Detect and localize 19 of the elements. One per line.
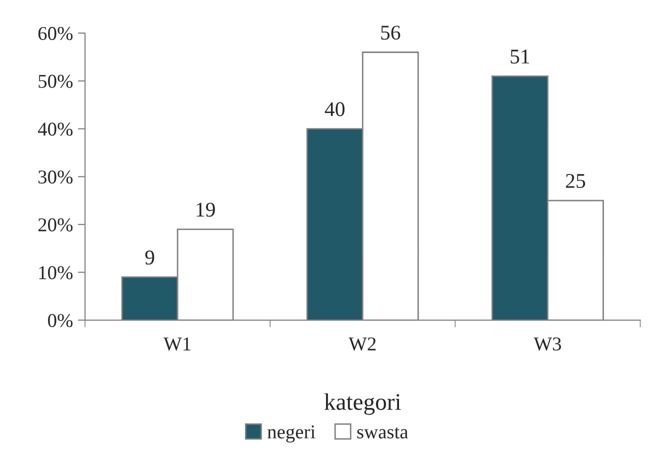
legend-label: swasta xyxy=(357,427,408,438)
y-tick-label: 60% xyxy=(38,26,73,40)
x-tick-label: W2 xyxy=(348,337,376,351)
data-label: 51 xyxy=(510,50,530,64)
data-label: 40 xyxy=(324,102,345,116)
data-label: 25 xyxy=(566,174,586,188)
y-tick-label: 0% xyxy=(48,314,73,328)
data-label: 56 xyxy=(381,26,400,40)
y-tick-label: 40% xyxy=(38,122,73,136)
x-tick-label: W1 xyxy=(164,337,190,351)
y-tick-label: 20% xyxy=(38,218,73,232)
data-label: 19 xyxy=(196,202,215,217)
y-tick-label: 50% xyxy=(38,74,73,88)
y-tick-label: 10% xyxy=(39,266,73,280)
y-tick-label: 30% xyxy=(38,170,73,184)
x-axis-title: kategori xyxy=(324,393,401,415)
x-tick-label: W3 xyxy=(534,337,561,351)
legend-label: negeri xyxy=(268,425,316,442)
data-label: 9 xyxy=(145,250,154,265)
